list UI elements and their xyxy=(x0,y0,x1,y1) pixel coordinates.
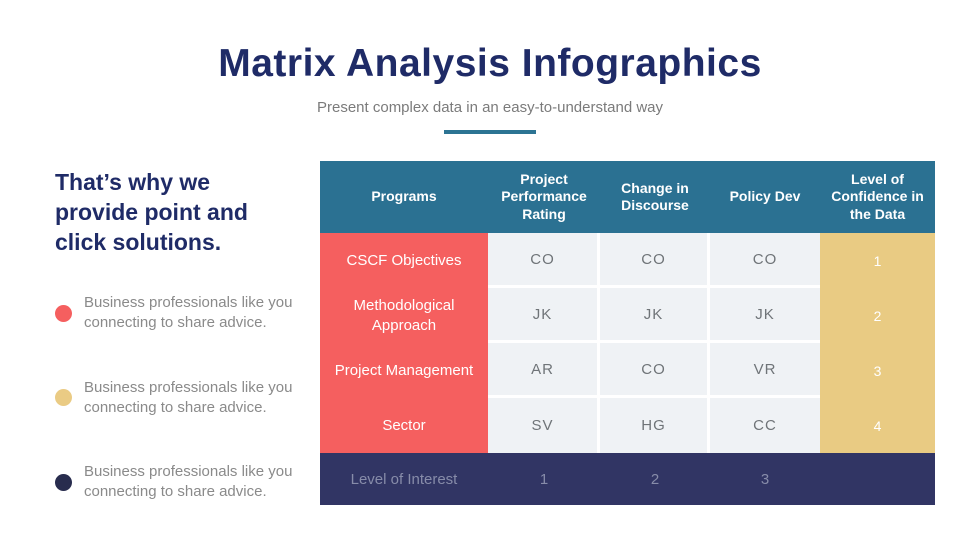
matrix-body: CSCF Objectives CO CO CO 1 Methodologica… xyxy=(320,233,935,453)
footer-value: 2 xyxy=(650,470,660,488)
matrix-value: CO xyxy=(488,233,600,288)
matrix-value: CO xyxy=(600,233,710,288)
title-divider xyxy=(444,130,536,134)
program-label: Project Management xyxy=(320,343,488,398)
header-cell-policy-dev: Policy Dev xyxy=(729,188,801,205)
legend-list: Business professionals like you connecti… xyxy=(55,293,314,547)
legend-item-tan: Business professionals like you connecti… xyxy=(55,378,314,419)
matrix-table: Programs Project Performance Rating Chan… xyxy=(320,161,935,505)
header-cell-level-of-confidence: Level of Confidence in the Data xyxy=(831,170,924,222)
legend-item-text: Business professionals like you connecti… xyxy=(84,463,293,501)
legend-item-navy: Business professionals like you connecti… xyxy=(55,462,314,503)
matrix-value: JK xyxy=(710,288,820,343)
matrix-value: HG xyxy=(600,398,710,453)
navy-dot-icon xyxy=(55,473,72,491)
footer-label: Level of Interest xyxy=(350,470,458,488)
footer-value: 1 xyxy=(539,470,549,488)
matrix-footer-row: Level of Interest 1 2 3 xyxy=(320,453,935,505)
header-cell-change-in-discourse: Change in Discourse xyxy=(621,179,689,214)
page-subtitle: Present complex data in an easy-to-under… xyxy=(316,99,664,116)
confidence-value: 4 xyxy=(820,398,935,453)
program-label: CSCF Objectives xyxy=(320,233,488,288)
header-cell-programs: Programs xyxy=(371,188,437,205)
matrix-value: JK xyxy=(600,288,710,343)
confidence-value: 2 xyxy=(820,288,935,343)
footer-value-empty xyxy=(820,453,935,505)
matrix-header-row: Programs Project Performance Rating Chan… xyxy=(320,161,935,233)
matrix-value: AR xyxy=(488,343,600,398)
matrix-value: JK xyxy=(488,288,600,343)
matrix-value: CO xyxy=(710,233,820,288)
matrix-value: VR xyxy=(710,343,820,398)
tan-dot-icon xyxy=(55,389,72,407)
program-label: Sector xyxy=(320,398,488,453)
footer-value: 3 xyxy=(760,470,770,488)
legend-item-text: Business professionals like you connecti… xyxy=(84,294,293,332)
matrix-value: CO xyxy=(600,343,710,398)
legend-item-text: Business professionals like you connecti… xyxy=(84,378,293,416)
red-dot-icon xyxy=(55,304,72,322)
confidence-value: 1 xyxy=(820,233,935,288)
matrix-value: SV xyxy=(488,398,600,453)
program-label: Methodological Approach xyxy=(320,288,488,343)
header-cell-project-performance-rating: Project Performance Rating xyxy=(501,170,587,222)
confidence-value: 3 xyxy=(820,343,935,398)
panel-heading: That’s why we provide point and click so… xyxy=(55,169,248,255)
legend-item-red: Business professionals like you connecti… xyxy=(55,293,314,334)
matrix-value: CC xyxy=(710,398,820,453)
page-title: Matrix Analysis Infographics xyxy=(218,42,762,85)
